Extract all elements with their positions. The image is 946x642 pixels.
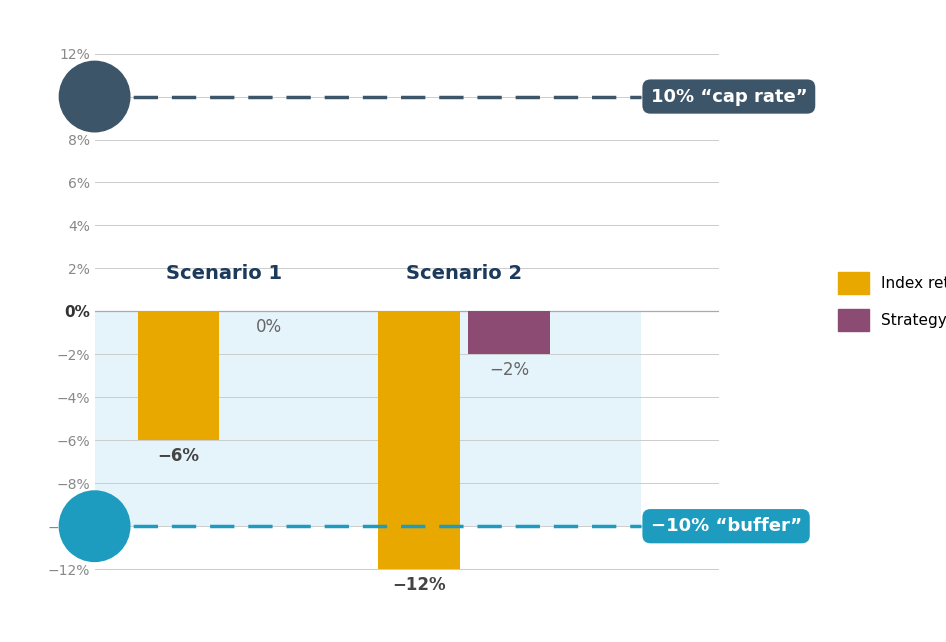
Text: 10% “cap rate”: 10% “cap rate” xyxy=(651,87,807,105)
Bar xyxy=(468,311,550,354)
Text: −10% “buffer”: −10% “buffer” xyxy=(651,517,801,535)
Text: Scenario 2: Scenario 2 xyxy=(406,265,522,284)
Text: −2%: −2% xyxy=(489,361,529,379)
Text: −6%: −6% xyxy=(158,447,200,465)
Text: 10%: 10% xyxy=(75,87,114,105)
Text: Scenario 1: Scenario 1 xyxy=(166,265,282,284)
Bar xyxy=(378,311,460,569)
FancyBboxPatch shape xyxy=(95,311,641,526)
Text: 0%: 0% xyxy=(255,318,282,336)
Text: -10%: -10% xyxy=(73,519,116,534)
Text: −12%: −12% xyxy=(392,576,446,594)
Bar xyxy=(138,311,219,440)
Legend: Index return, Strategy return: Index return, Strategy return xyxy=(831,265,946,338)
